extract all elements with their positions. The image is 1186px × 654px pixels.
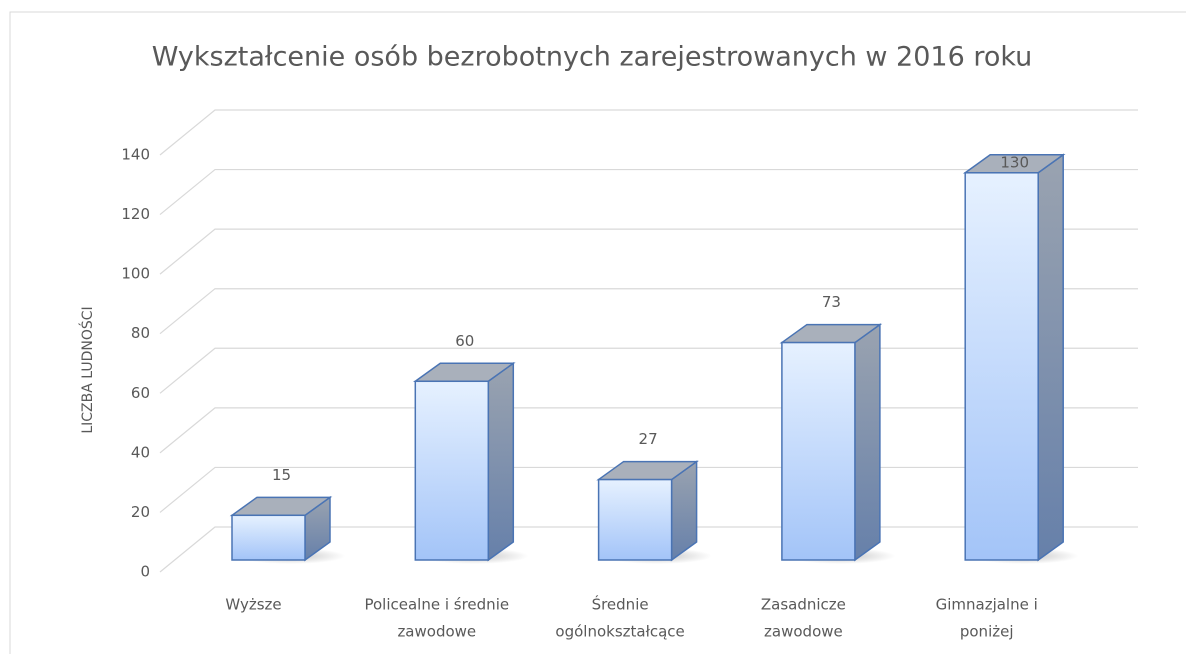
chart-title: Wykształcenie osób bezrobotnych zarejest… <box>152 42 1033 73</box>
grid-line <box>159 288 1138 335</box>
y-axis-label: LICZBA LUDNOŚCI <box>78 306 96 433</box>
y-tick-label: 40 <box>131 443 150 461</box>
y-tick-label: 0 <box>140 563 150 581</box>
grid-line <box>159 109 1138 156</box>
x-tick-label: zawodowe <box>397 623 476 641</box>
grid-line <box>159 168 1138 216</box>
bar-side <box>1037 153 1064 562</box>
y-tick-label: 20 <box>131 503 150 521</box>
y-tick-label: 60 <box>131 384 150 402</box>
bar <box>781 341 856 561</box>
value-label: 130 <box>1000 154 1029 172</box>
x-tick-label: zawodowe <box>764 623 843 641</box>
x-tick-label: Zasadnicze <box>761 596 846 614</box>
bar-side <box>487 361 515 562</box>
bar-side <box>854 323 881 562</box>
x-tick-label: Średnie <box>592 595 649 614</box>
y-tick-label: 100 <box>121 265 150 283</box>
value-label: 15 <box>272 466 291 484</box>
x-tick-label: poniżej <box>960 623 1014 641</box>
chart-border <box>9 11 1186 654</box>
value-label: 60 <box>455 332 474 350</box>
bar <box>414 380 490 561</box>
bar <box>597 478 673 561</box>
y-tick-label: 140 <box>121 146 150 164</box>
grid-line <box>159 228 1138 275</box>
bar <box>964 172 1039 561</box>
x-tick-label: Gimnazjalne i <box>936 596 1038 614</box>
x-tick-label: ogólnokształcące <box>555 623 684 641</box>
value-label: 27 <box>639 430 658 448</box>
y-tick-label: 120 <box>121 205 150 223</box>
value-label: 73 <box>822 293 841 311</box>
bar <box>231 514 306 561</box>
y-tick-label: 80 <box>131 324 150 342</box>
x-tick-label: Wyższe <box>225 596 281 614</box>
x-tick-label: Policealne i średnie <box>364 596 509 614</box>
